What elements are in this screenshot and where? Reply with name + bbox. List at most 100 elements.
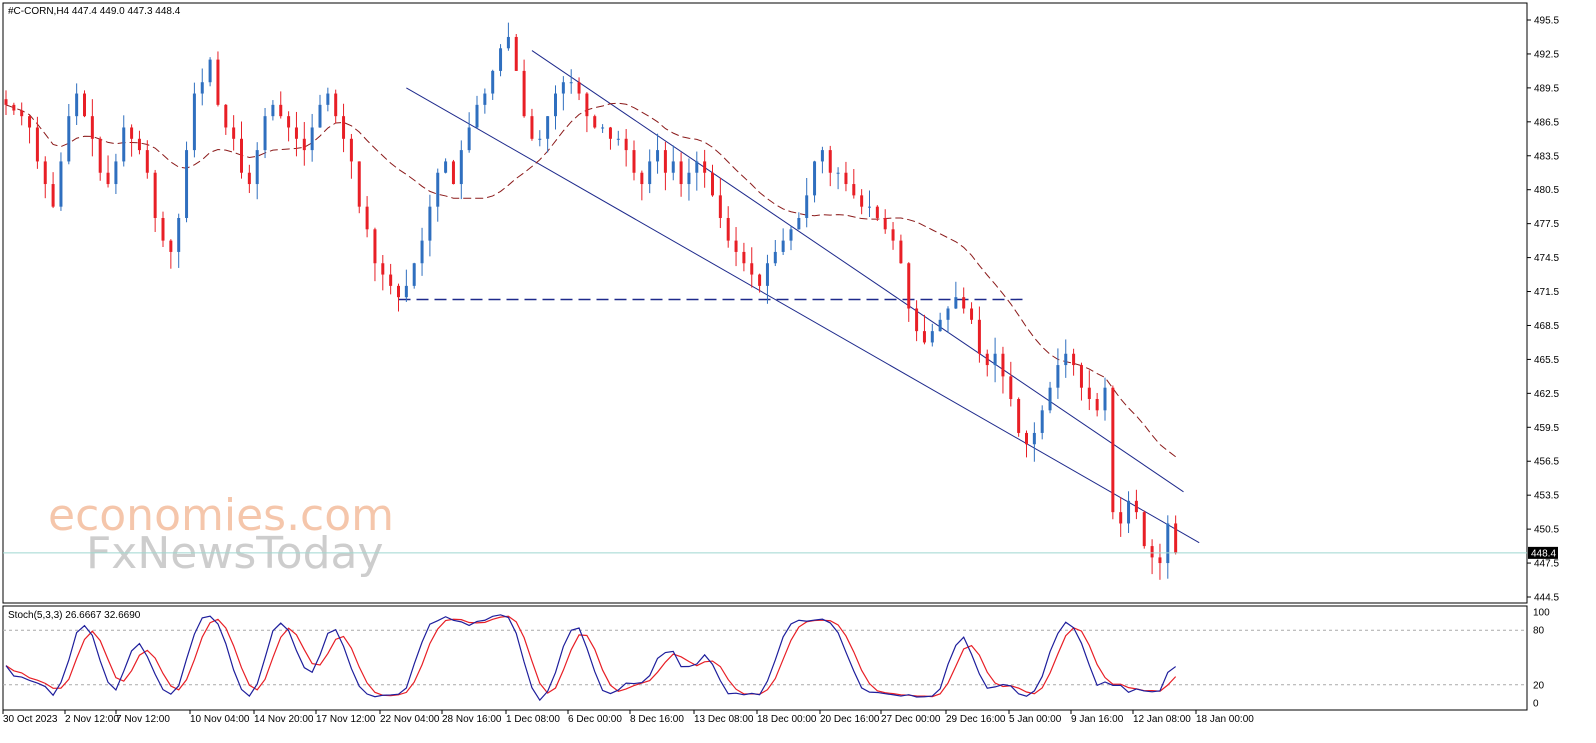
- candle-body: [389, 274, 393, 286]
- candle-body: [844, 172, 848, 185]
- candle-body: [475, 104, 479, 128]
- time-tick-label: 30 Oct 2023: [3, 714, 58, 725]
- candle-body: [1158, 557, 1162, 564]
- candle-body: [114, 161, 118, 185]
- stoch-tick-label: 80: [1533, 626, 1545, 637]
- candle-body: [1174, 523, 1178, 553]
- stoch-main-line: [5, 614, 1177, 702]
- candle-body: [899, 240, 903, 264]
- price-tick-label: 468.5: [1534, 321, 1559, 332]
- candle-body: [891, 229, 895, 241]
- candle-body: [4, 99, 8, 105]
- watermark: economies.com FxNewsToday: [48, 490, 394, 579]
- candle-body: [954, 297, 958, 309]
- time-tick-label: 18 Jan 00:00: [1196, 714, 1254, 725]
- candle-body: [993, 353, 997, 366]
- candle-body: [946, 308, 950, 320]
- candle-body: [962, 297, 966, 309]
- stochastic-lines: [5, 614, 1177, 702]
- candle-body: [169, 240, 173, 252]
- candle-body: [59, 161, 63, 207]
- candle-body: [656, 150, 660, 162]
- candle-body: [1064, 353, 1068, 366]
- stoch-tick-label: 20: [1533, 680, 1545, 691]
- candle-body: [75, 93, 79, 117]
- price-tick-label: 444.5: [1534, 593, 1559, 604]
- time-tick-label: 5 Jan 00:00: [1009, 714, 1062, 725]
- candle-body: [200, 82, 204, 94]
- price-tick-label: 456.5: [1534, 457, 1559, 468]
- candle-body: [860, 195, 864, 207]
- candle-body: [742, 251, 746, 264]
- candle-body: [1103, 387, 1107, 411]
- candle-body: [43, 161, 47, 185]
- candle-body: [28, 116, 32, 128]
- price-tick-label: 462.5: [1534, 389, 1559, 400]
- descending-channel: [406, 50, 1200, 544]
- candle-body: [538, 138, 542, 140]
- candle-body: [1142, 512, 1146, 547]
- candle-body: [1025, 432, 1028, 445]
- candle-body: [185, 150, 189, 218]
- candle-body: [569, 82, 573, 84]
- candle-body: [451, 161, 455, 185]
- candle-body: [459, 150, 463, 185]
- candle-body: [420, 240, 424, 264]
- price-tick-label: 465.5: [1534, 355, 1559, 366]
- stoch-tick-label: 0: [1533, 699, 1539, 710]
- candle-body: [491, 70, 495, 94]
- candle-body: [624, 138, 628, 151]
- time-axis: 30 Oct 2023 2 Nov 12:007 Nov 12:00 10 Nov …: [2, 710, 1254, 725]
- candle-body: [1150, 546, 1154, 558]
- candle-body: [1166, 523, 1170, 564]
- candle-body: [106, 172, 110, 185]
- candle-body: [287, 116, 291, 128]
- candle-body: [530, 116, 534, 139]
- candle-body: [1009, 376, 1013, 400]
- watermark-fxnewstoday: FxNewsToday: [86, 528, 384, 579]
- candle-body: [616, 138, 620, 140]
- time-tick-label: 9 Jan 16:00: [1071, 714, 1124, 725]
- candle-body: [522, 70, 526, 117]
- time-tick-label: 29 Dec 16:00: [946, 714, 1006, 725]
- candle-body: [192, 93, 196, 151]
- candle-body: [985, 353, 989, 366]
- price-tick-label: 471.5: [1534, 287, 1559, 298]
- candle-body: [1095, 399, 1099, 411]
- candle-body: [805, 195, 809, 218]
- candle-body: [585, 93, 589, 117]
- price-tick-label: 474.5: [1534, 253, 1559, 264]
- price-tick-label: 489.5: [1534, 83, 1559, 94]
- candle-body: [561, 82, 565, 94]
- candle-body: [711, 172, 714, 196]
- candle-body: [506, 36, 510, 49]
- candle-body: [35, 127, 39, 162]
- candle-body: [232, 127, 236, 139]
- candle-body: [98, 138, 102, 173]
- ma-line: [5, 102, 1176, 458]
- candle-body: [1040, 410, 1044, 433]
- candle-body: [1072, 353, 1076, 366]
- candle-body: [970, 308, 974, 320]
- candle-body: [852, 184, 856, 196]
- candle-body: [122, 127, 126, 162]
- candle-body: [663, 150, 667, 173]
- candle-body: [868, 206, 871, 208]
- candle-body: [836, 172, 840, 174]
- candle-body: [428, 206, 432, 241]
- candle-body: [279, 104, 283, 117]
- candle-body: [1017, 399, 1021, 433]
- candle-body: [632, 150, 636, 173]
- candle-body: [67, 116, 71, 162]
- candle-body: [404, 285, 408, 298]
- candle-body: [546, 116, 550, 139]
- candle-body: [726, 217, 730, 241]
- time-tick-label: 12 Jan 08:00: [1133, 714, 1191, 725]
- candle-body: [271, 104, 275, 117]
- current-price-label: 448.4: [1531, 548, 1556, 559]
- candle-body: [1048, 387, 1052, 411]
- candle-body: [514, 36, 518, 71]
- candle-body: [444, 161, 448, 173]
- candle-body: [789, 229, 793, 241]
